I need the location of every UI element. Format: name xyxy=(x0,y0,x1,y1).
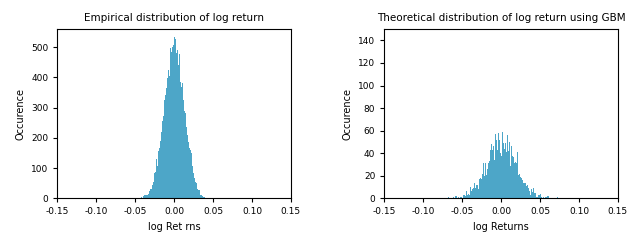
Y-axis label: Occurence: Occurence xyxy=(15,88,25,140)
Title: Empirical distribution of log return: Empirical distribution of log return xyxy=(84,13,264,23)
X-axis label: log Ret rns: log Ret rns xyxy=(148,222,201,232)
X-axis label: log Returns: log Returns xyxy=(473,222,529,232)
Y-axis label: Occurence: Occurence xyxy=(343,88,352,140)
Title: Theoretical distribution of log return using GBM: Theoretical distribution of log return u… xyxy=(377,13,626,23)
